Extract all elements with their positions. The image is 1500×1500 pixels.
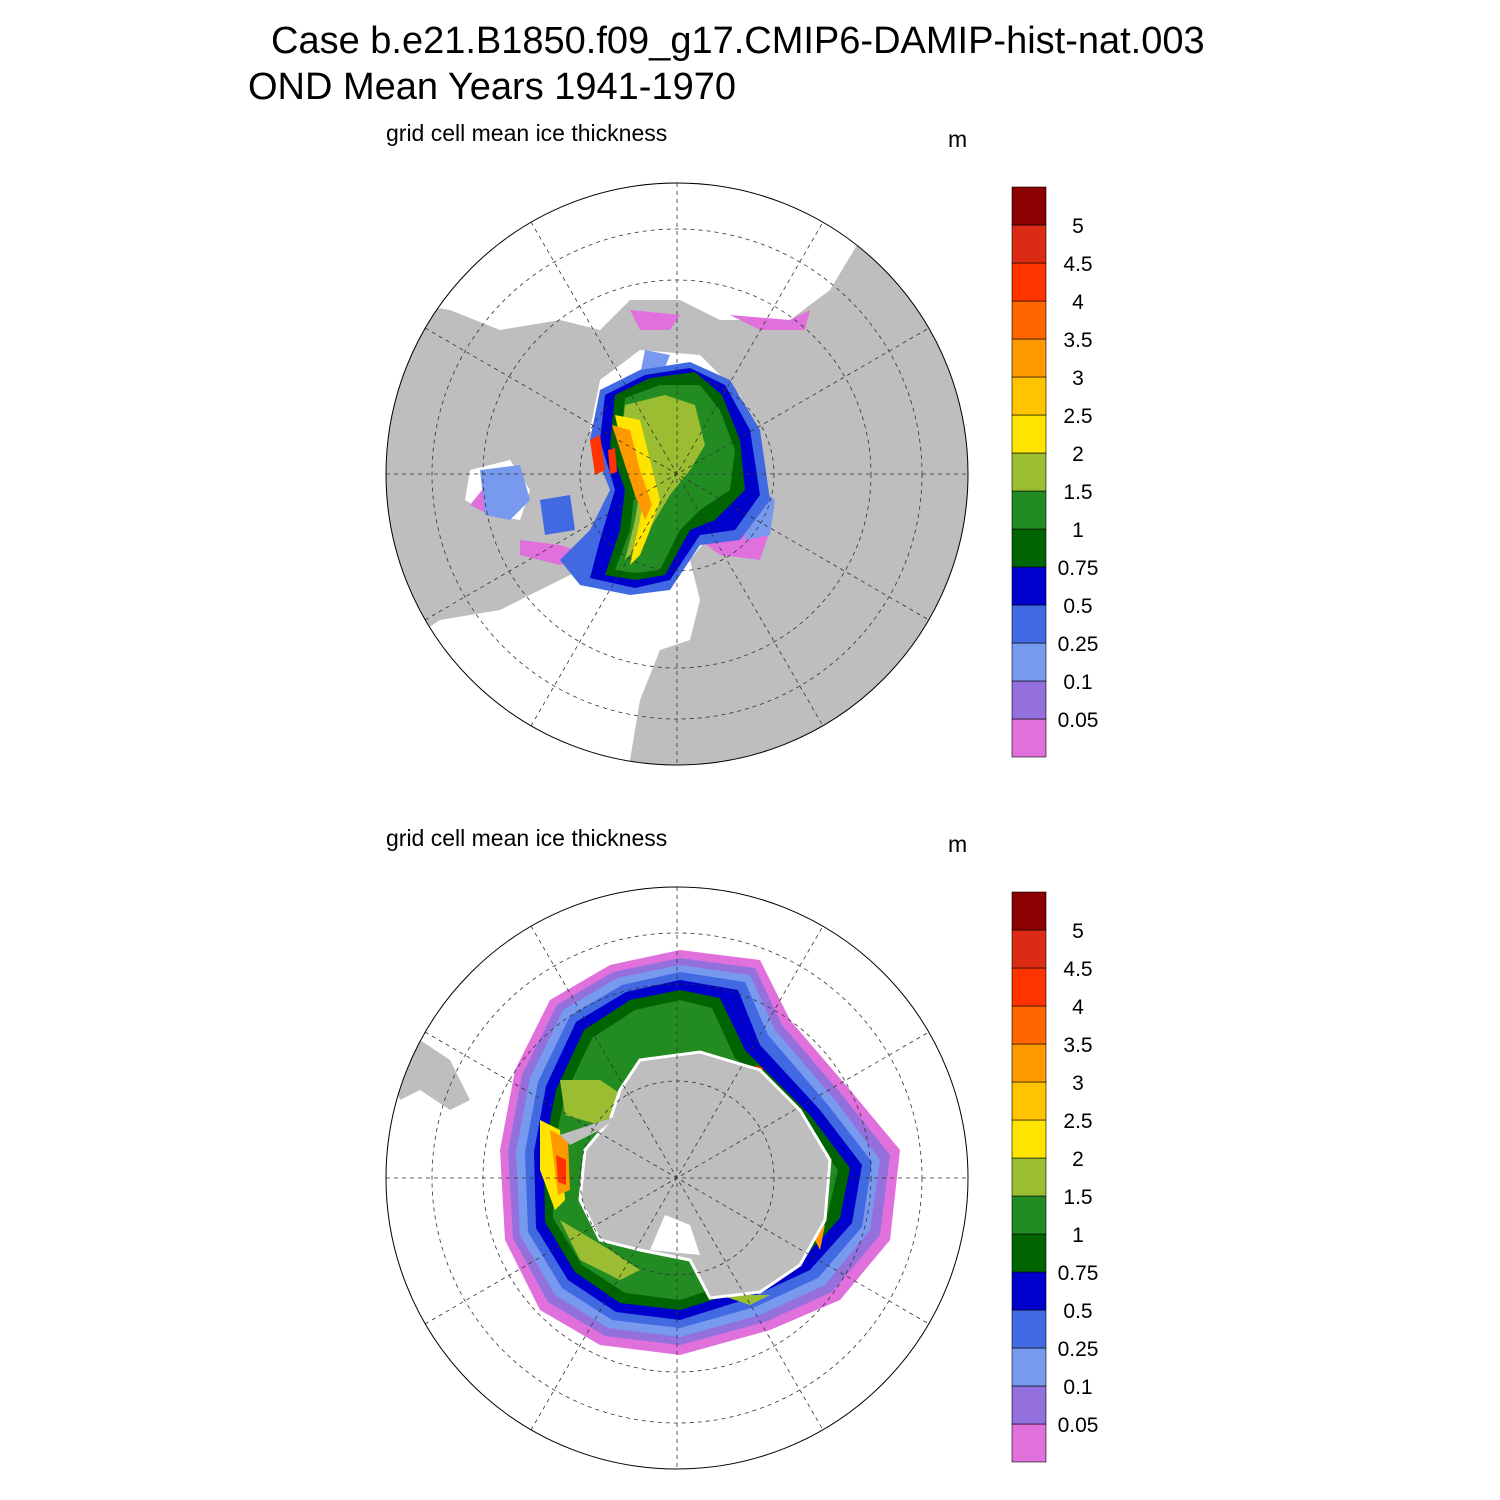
colorbar-tick-label: 1.5	[1063, 481, 1092, 504]
colorbar-swatch	[1011, 718, 1047, 758]
colorbar-swatch	[1011, 1081, 1047, 1121]
colorbar-swatch	[1011, 891, 1047, 931]
ice-red	[590, 435, 617, 475]
north-polar-map	[386, 183, 968, 765]
colorbar-swatch	[1011, 1005, 1047, 1045]
north-map-border	[385, 182, 969, 766]
figure-title-line1: Case b.e21.B1850.f09_g17.CMIP6-DAMIP-his…	[271, 20, 1205, 62]
colorbar-swatch	[1011, 376, 1047, 416]
colorbar-swatch	[1011, 967, 1047, 1007]
colorbar-tick-label: 0.5	[1063, 595, 1092, 618]
colorbar-swatch	[1011, 414, 1047, 454]
colorbar-swatch	[1011, 490, 1047, 530]
colorbar-swatch	[1011, 338, 1047, 378]
colorbar-tick-label: 3.5	[1063, 329, 1092, 352]
colorbar-tick-label: 0.05	[1058, 709, 1099, 732]
colorbar-swatch	[1011, 1233, 1047, 1273]
figure-title-line2: OND Mean Years 1941-1970	[248, 66, 736, 108]
colorbar-tick-label: 0.75	[1058, 1262, 1099, 1285]
colorbar-swatch	[1011, 680, 1047, 720]
south-units: m	[948, 831, 968, 857]
colorbar-tick-label: 1	[1072, 519, 1084, 542]
colorbar-swatch	[1011, 642, 1047, 682]
south-polar-map	[386, 887, 968, 1469]
colorbar-tick-label: 0.25	[1058, 633, 1099, 656]
colorbar-tick-label: 4	[1072, 291, 1084, 314]
colorbar-tick-label: 3	[1072, 1072, 1084, 1095]
colorbar-swatch	[1011, 1309, 1047, 1349]
colorbar-tick-label: 1	[1072, 1224, 1084, 1247]
colorbar-swatch	[1011, 1195, 1047, 1235]
colorbar-tick-label: 3	[1072, 367, 1084, 390]
colorbar-swatch	[1011, 566, 1047, 606]
north-graticule	[386, 183, 968, 765]
colorbar-tick-label: 4.5	[1063, 253, 1092, 276]
colorbar-swatch	[1011, 224, 1047, 264]
colorbar-swatch	[1011, 1157, 1047, 1197]
colorbar-tick-label: 0.25	[1058, 1338, 1099, 1361]
south-subtitle: grid cell mean ice thickness	[386, 825, 668, 851]
ice-orange	[612, 425, 652, 520]
south-graticule	[386, 887, 968, 1469]
south-colorbar: 0.05 0.1 0.25 0.5 0.75 1 1.5 2 2.5 3 3.5 4 4.5 5	[1011, 891, 1099, 1463]
colorbar-swatch	[1011, 1385, 1047, 1425]
colorbar-tick-label: 0.75	[1058, 557, 1099, 580]
south-map-border	[385, 886, 969, 1470]
colorbar-tick-label: 2.5	[1063, 1110, 1092, 1133]
colorbar-swatch	[1011, 1423, 1047, 1463]
colorbar-tick-label: 2	[1072, 443, 1084, 466]
colorbar-tick-label: 3.5	[1063, 1034, 1092, 1057]
ice-yellow-green	[560, 1080, 770, 1305]
colorbar-swatch	[1011, 186, 1047, 226]
colorbar-swatch	[1011, 604, 1047, 644]
north-units: m	[948, 126, 968, 152]
colorbar-swatch	[1011, 1347, 1047, 1387]
colorbar-swatch	[1011, 1119, 1047, 1159]
colorbar-tick-label: 1.5	[1063, 1186, 1092, 1209]
colorbar-tick-label: 4.5	[1063, 958, 1092, 981]
ross-ice-shelf	[650, 1215, 700, 1255]
colorbar-swatch	[1011, 262, 1047, 302]
colorbar-tick-label: 0.5	[1063, 1300, 1092, 1323]
colorbar-tick-label: 0.1	[1063, 1376, 1092, 1399]
colorbar-tick-label: 4	[1072, 996, 1084, 1019]
colorbar-tick-label: 5	[1072, 920, 1084, 943]
colorbar-swatch	[1011, 300, 1047, 340]
colorbar-tick-label: 5	[1072, 215, 1084, 238]
north-colorbar: 0.05 0.1 0.25 0.5 0.75 1 1.5 2 2.5 3 3.5 4 4.5 5	[1011, 186, 1099, 758]
colorbar-tick-label: 2.5	[1063, 405, 1092, 428]
colorbar-swatch	[1011, 929, 1047, 969]
antarctica-land	[578, 1050, 832, 1300]
colorbar-swatch	[1011, 1043, 1047, 1083]
north-subtitle: grid cell mean ice thickness	[386, 120, 668, 146]
colorbar-tick-label: 2	[1072, 1148, 1084, 1171]
colorbar-swatch	[1011, 452, 1047, 492]
antarctic-peninsula	[560, 1115, 620, 1145]
colorbar-swatch	[1011, 1271, 1047, 1311]
colorbar-tick-label: 0.05	[1058, 1414, 1099, 1437]
colorbar-swatch	[1011, 528, 1047, 568]
colorbar-tick-label: 0.1	[1063, 671, 1092, 694]
